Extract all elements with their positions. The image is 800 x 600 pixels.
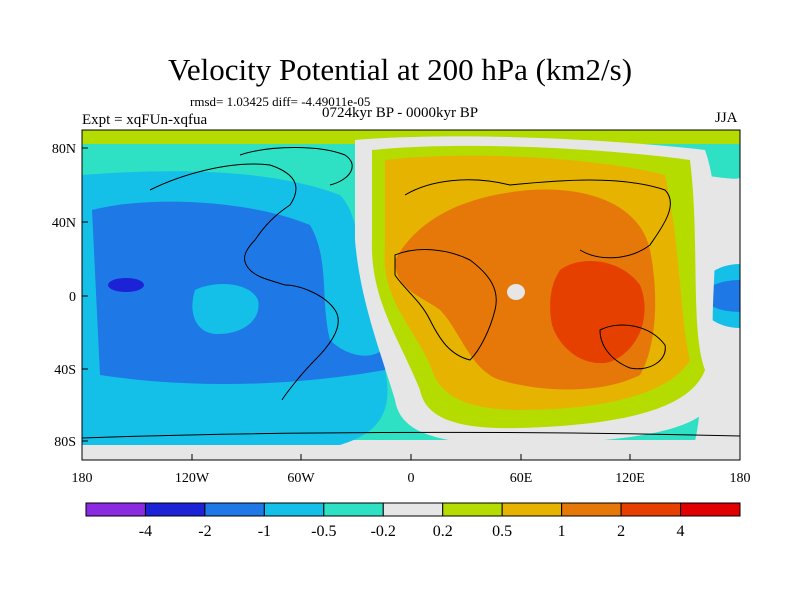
north-america-coast <box>149 163 297 286</box>
neg-core-2 <box>108 278 144 292</box>
colorbar-label: -0.5 <box>311 523 336 540</box>
lon-axis: 180 120W 60W 0 60E 120E 180 <box>72 454 751 486</box>
colorbar-swatch <box>442 502 503 517</box>
colorbar-swatch <box>85 502 146 517</box>
colorbar-label: 0.2 <box>433 523 453 540</box>
south-america-coast <box>281 284 339 401</box>
stats-text: rmsd= 1.03425 diff= -4.49011e-05 <box>190 94 371 109</box>
australia-coast <box>599 324 666 370</box>
colorbar-swatch <box>680 502 741 517</box>
colorbar: -4 -2 -1 -0.5 -0.2 0.2 0.5 1 2 4 <box>85 502 741 540</box>
colorbar-label: -1 <box>258 523 271 540</box>
lat-axis: 80N 40N 0 40S 80S <box>52 142 88 450</box>
lat-tick-80s: 80S <box>54 435 76 450</box>
colorbar-swatch <box>323 502 384 517</box>
lon-tick-180w: 180 <box>72 471 93 486</box>
lat-tick-80n: 80N <box>52 142 76 157</box>
pos-hole <box>507 284 525 300</box>
lat-tick-40n: 40N <box>52 216 76 231</box>
lon-tick-120w: 120W <box>175 471 210 486</box>
season-label: JJA <box>715 110 738 126</box>
colorbar-label: -2 <box>198 523 211 540</box>
lat-tick-0: 0 <box>69 290 76 305</box>
colorbar-swatch <box>561 502 622 517</box>
colorbar-label: 2 <box>617 523 625 540</box>
colorbar-label: -0.2 <box>371 523 396 540</box>
colorbar-swatch <box>620 502 682 517</box>
coastlines <box>82 147 740 439</box>
antarctica-coast <box>82 431 740 439</box>
colorbar-label: 0.5 <box>492 523 512 540</box>
eurasia-coast <box>404 179 671 259</box>
greenland-coast <box>239 147 353 186</box>
colorbar-swatch <box>263 502 325 517</box>
period-label: 0724kyr BP - 0000kyr BP <box>322 105 479 121</box>
colorbar-label: 1 <box>558 523 566 540</box>
colorbar-swatch <box>382 502 444 517</box>
lon-tick-0: 0 <box>408 471 415 486</box>
lon-tick-180e: 180 <box>730 471 751 486</box>
colorbar-swatch <box>501 502 563 517</box>
neg-island <box>192 284 259 335</box>
africa-coast <box>394 249 497 361</box>
lon-tick-60e: 60E <box>510 471 533 486</box>
lon-tick-60w: 60W <box>287 471 315 486</box>
contour-field <box>82 130 740 460</box>
lon-tick-120e: 120E <box>615 471 645 486</box>
colorbar-label: -4 <box>139 523 152 540</box>
colorbar-label: 4 <box>677 523 685 540</box>
colorbar-swatch <box>144 502 206 517</box>
figure-title: Velocity Potential at 200 hPa (km2/s) <box>167 52 633 87</box>
colorbar-swatch <box>204 502 265 517</box>
lat-tick-40s: 40S <box>54 363 76 378</box>
experiment-label: Expt = xqFUn-xqfua <box>82 112 208 128</box>
pos-core-2 <box>550 261 645 364</box>
